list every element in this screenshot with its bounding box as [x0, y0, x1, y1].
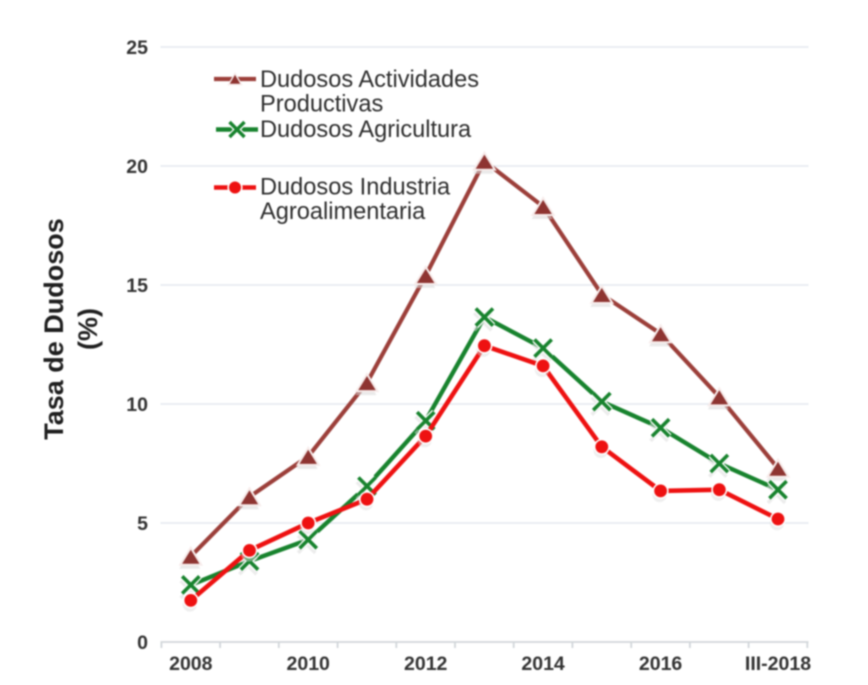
- svg-text:25: 25: [126, 37, 148, 59]
- svg-text:20: 20: [126, 156, 148, 178]
- svg-text:Dudosos Actividades: Dudosos Actividades: [260, 67, 479, 93]
- svg-text:(%): (%): [73, 308, 103, 350]
- svg-text:2014: 2014: [521, 653, 565, 675]
- svg-text:Agroalimentaria: Agroalimentaria: [260, 199, 426, 225]
- svg-text:Tasa de Dudosos: Tasa de Dudosos: [39, 218, 69, 440]
- svg-text:15: 15: [126, 275, 148, 297]
- svg-text:Dudosos Agricultura: Dudosos Agricultura: [260, 117, 472, 143]
- svg-text:Dudosos Industria: Dudosos Industria: [260, 175, 451, 201]
- svg-text:2012: 2012: [404, 653, 448, 675]
- svg-text:III-2018: III-2018: [745, 653, 811, 675]
- svg-text:0: 0: [137, 632, 148, 654]
- svg-text:2016: 2016: [639, 653, 683, 675]
- svg-text:2008: 2008: [169, 653, 213, 675]
- svg-text:2010: 2010: [287, 653, 331, 675]
- svg-text:5: 5: [137, 513, 148, 535]
- svg-text:10: 10: [126, 394, 148, 416]
- svg-text:Productivas: Productivas: [260, 92, 383, 118]
